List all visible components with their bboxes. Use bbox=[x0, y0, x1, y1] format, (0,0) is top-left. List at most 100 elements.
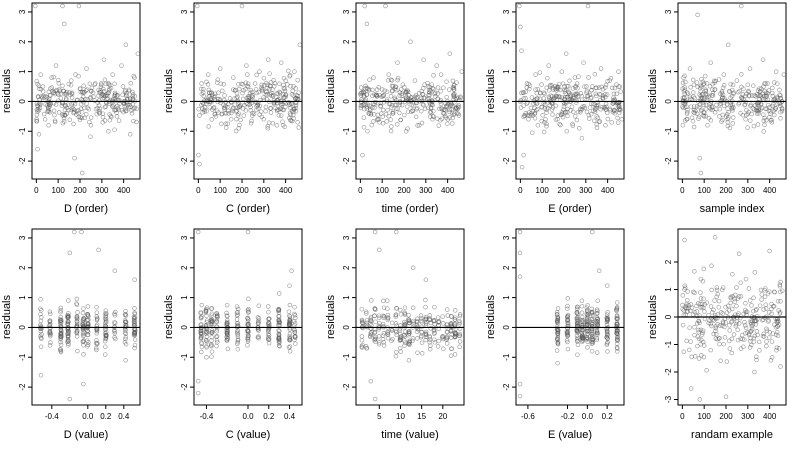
data-point bbox=[107, 82, 113, 88]
data-point bbox=[759, 292, 765, 297]
data-point bbox=[240, 90, 245, 96]
data-point bbox=[265, 82, 270, 88]
data-point bbox=[239, 3, 245, 9]
data-point bbox=[241, 113, 246, 118]
data-point bbox=[410, 305, 416, 311]
data-point bbox=[726, 338, 732, 344]
data-point bbox=[517, 229, 523, 235]
data-point bbox=[389, 89, 395, 94]
data-point bbox=[761, 307, 766, 312]
data-point bbox=[198, 330, 203, 336]
data-point bbox=[765, 102, 771, 108]
data-point bbox=[66, 341, 71, 346]
data-point bbox=[65, 313, 70, 318]
data-point bbox=[526, 117, 531, 122]
data-point bbox=[691, 104, 697, 109]
data-point bbox=[205, 72, 211, 77]
data-point bbox=[452, 111, 457, 116]
data-point bbox=[697, 397, 703, 402]
data-point bbox=[764, 94, 769, 99]
data-point bbox=[57, 347, 63, 352]
data-point bbox=[763, 302, 768, 307]
data-point bbox=[739, 3, 744, 9]
data-point bbox=[377, 247, 382, 253]
data-point bbox=[415, 123, 420, 128]
data-point bbox=[359, 320, 365, 325]
data-point bbox=[255, 315, 261, 320]
x-tick-label: 100 bbox=[376, 186, 390, 195]
data-point bbox=[699, 84, 704, 89]
data-point bbox=[772, 112, 777, 118]
data-point bbox=[267, 321, 272, 326]
data-point bbox=[684, 117, 689, 122]
data-point bbox=[550, 112, 555, 117]
data-point bbox=[222, 107, 227, 112]
data-point bbox=[689, 115, 695, 120]
data-point bbox=[424, 334, 429, 340]
data-point bbox=[122, 88, 128, 93]
data-point bbox=[419, 340, 425, 345]
data-point bbox=[727, 323, 732, 328]
data-point bbox=[453, 326, 458, 331]
data-point bbox=[240, 82, 246, 87]
data-point bbox=[589, 95, 594, 100]
data-point bbox=[715, 312, 720, 317]
data-point bbox=[85, 105, 90, 111]
data-point bbox=[415, 94, 420, 100]
data-point bbox=[208, 96, 213, 101]
data-point bbox=[287, 73, 293, 78]
data-point bbox=[441, 85, 446, 90]
data-point bbox=[368, 318, 374, 324]
data-point bbox=[616, 69, 621, 74]
data-point bbox=[218, 98, 223, 103]
data-point bbox=[607, 78, 613, 83]
data-point bbox=[458, 95, 463, 101]
data-point bbox=[535, 106, 540, 112]
data-point bbox=[778, 109, 783, 115]
data-point bbox=[59, 103, 65, 108]
data-point bbox=[708, 118, 714, 123]
data-point bbox=[276, 331, 281, 337]
data-point bbox=[362, 3, 367, 9]
x-tick-label: 0.0 bbox=[242, 412, 254, 421]
y-tick-label: 3 bbox=[342, 9, 351, 14]
data-point bbox=[435, 85, 441, 90]
data-point bbox=[592, 109, 598, 115]
data-point bbox=[112, 268, 118, 274]
data-point bbox=[209, 328, 215, 333]
data-point bbox=[709, 323, 714, 329]
data-point bbox=[721, 341, 726, 347]
data-point bbox=[94, 340, 99, 346]
data-point bbox=[574, 328, 580, 334]
data-point bbox=[730, 272, 735, 277]
data-point bbox=[390, 111, 396, 116]
data-point bbox=[438, 101, 444, 107]
data-point bbox=[265, 126, 271, 131]
data-point bbox=[710, 93, 716, 98]
data-point bbox=[398, 311, 404, 317]
data-point bbox=[738, 294, 744, 299]
data-point bbox=[297, 42, 303, 48]
data-point bbox=[35, 109, 40, 114]
data-point bbox=[730, 115, 736, 120]
data-point bbox=[598, 92, 603, 97]
x-tick-label: 400 bbox=[763, 186, 777, 195]
data-point bbox=[430, 102, 435, 108]
data-point bbox=[199, 302, 205, 308]
data-point bbox=[435, 116, 440, 121]
data-point bbox=[577, 126, 582, 131]
data-point bbox=[430, 117, 435, 122]
data-point bbox=[557, 94, 563, 100]
data-point bbox=[738, 280, 743, 285]
data-point bbox=[102, 77, 108, 83]
data-point bbox=[253, 86, 259, 92]
data-point bbox=[58, 342, 64, 348]
data-point bbox=[81, 381, 86, 387]
data-point bbox=[376, 315, 382, 321]
data-point bbox=[71, 121, 76, 127]
data-point bbox=[37, 102, 43, 108]
data-point bbox=[364, 320, 370, 326]
data-point bbox=[51, 74, 56, 80]
data-point bbox=[35, 146, 40, 152]
data-point bbox=[777, 310, 783, 315]
